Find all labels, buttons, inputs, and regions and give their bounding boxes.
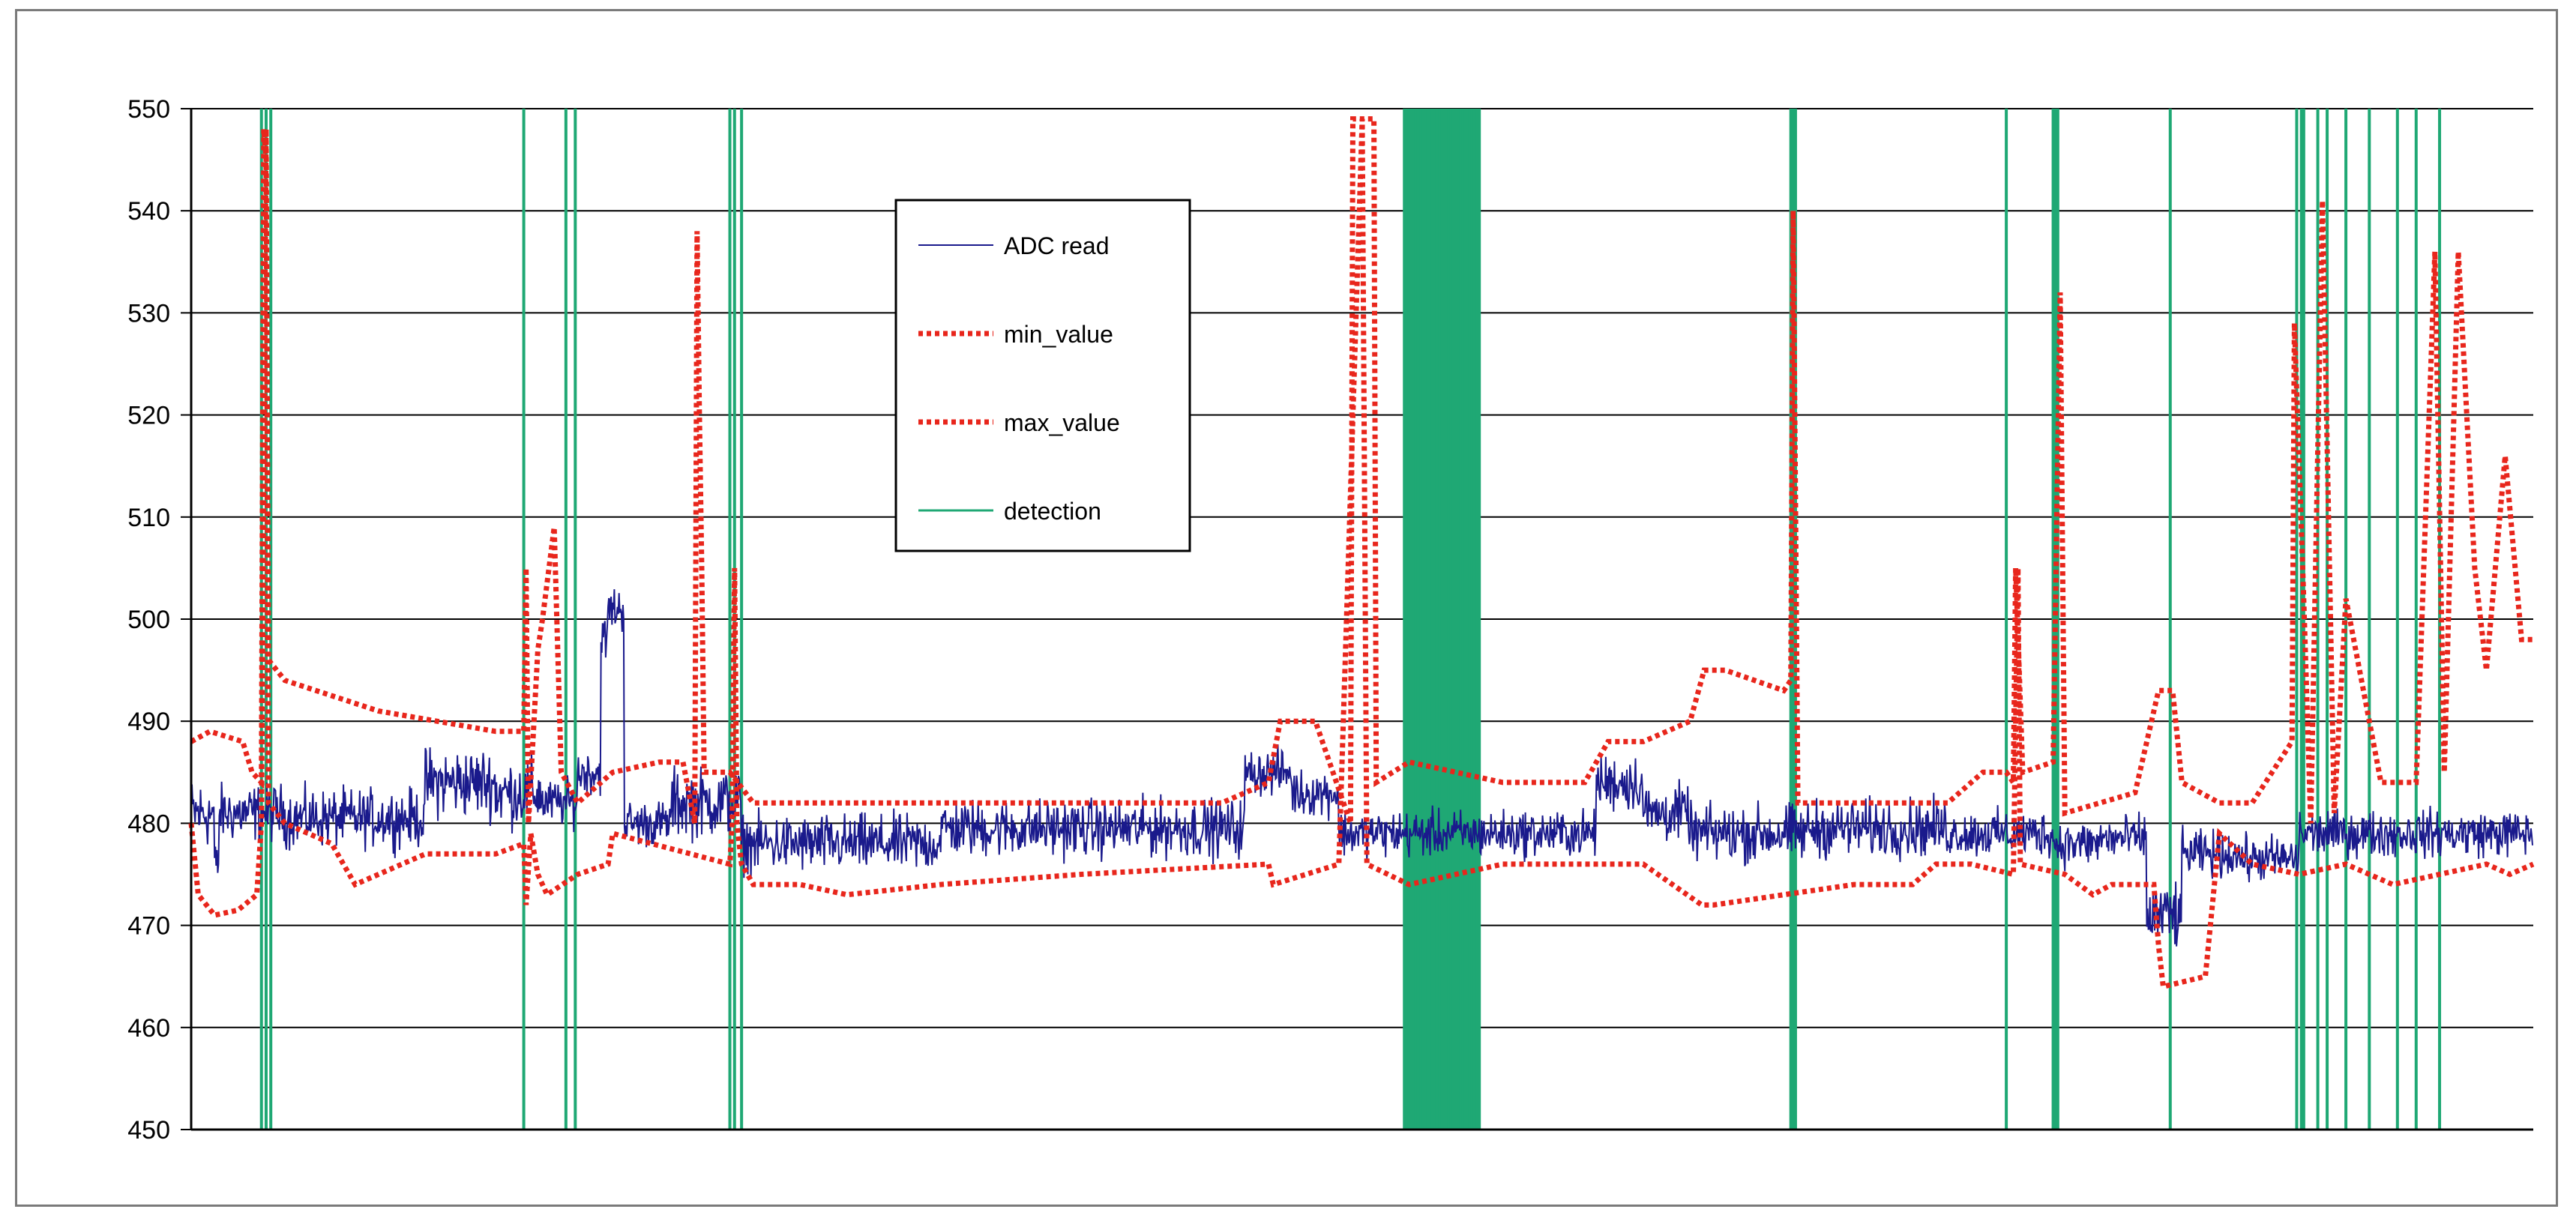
y-tick-label: 470 bbox=[127, 912, 170, 941]
legend-label: detection bbox=[1004, 498, 1101, 525]
legend-label: max_value bbox=[1004, 409, 1120, 436]
legend-label: min_value bbox=[1004, 321, 1113, 348]
legend-label: ADC read bbox=[1004, 232, 1110, 259]
legend-items: ADC read min_value max_value detection bbox=[918, 232, 1120, 525]
y-tick-label: 510 bbox=[127, 504, 170, 532]
series-min-value-line bbox=[188, 118, 2535, 990]
y-axis-ticks: 450 460 470 480 490 500 510 520 530 540 550 bbox=[127, 95, 191, 1145]
y-tick-label: 460 bbox=[127, 1014, 170, 1043]
axes bbox=[190, 109, 2533, 1131]
series-max-value-line bbox=[190, 116, 2533, 824]
y-tick-label: 540 bbox=[127, 197, 170, 226]
y-tick-label: 450 bbox=[127, 1116, 170, 1145]
legend-box bbox=[894, 199, 1191, 552]
y-tick-label: 500 bbox=[127, 606, 170, 634]
y-tick-label: 480 bbox=[127, 810, 170, 838]
series-layer bbox=[188, 109, 2535, 1130]
legend: ADC read min_value max_value detection bbox=[894, 199, 1191, 552]
line-chart: 450 460 470 480 490 500 510 520 530 540 550 ADC re… bbox=[127, 95, 2535, 1145]
y-tick-label: 550 bbox=[127, 95, 170, 124]
series-adc-read-line bbox=[190, 589, 2533, 947]
y-tick-label: 490 bbox=[127, 708, 170, 736]
y-tick-label: 520 bbox=[127, 402, 170, 430]
chart-frame: 450 460 470 480 490 500 510 520 530 540 550 ADC re… bbox=[15, 9, 2558, 1207]
y-tick-label: 530 bbox=[127, 299, 170, 328]
